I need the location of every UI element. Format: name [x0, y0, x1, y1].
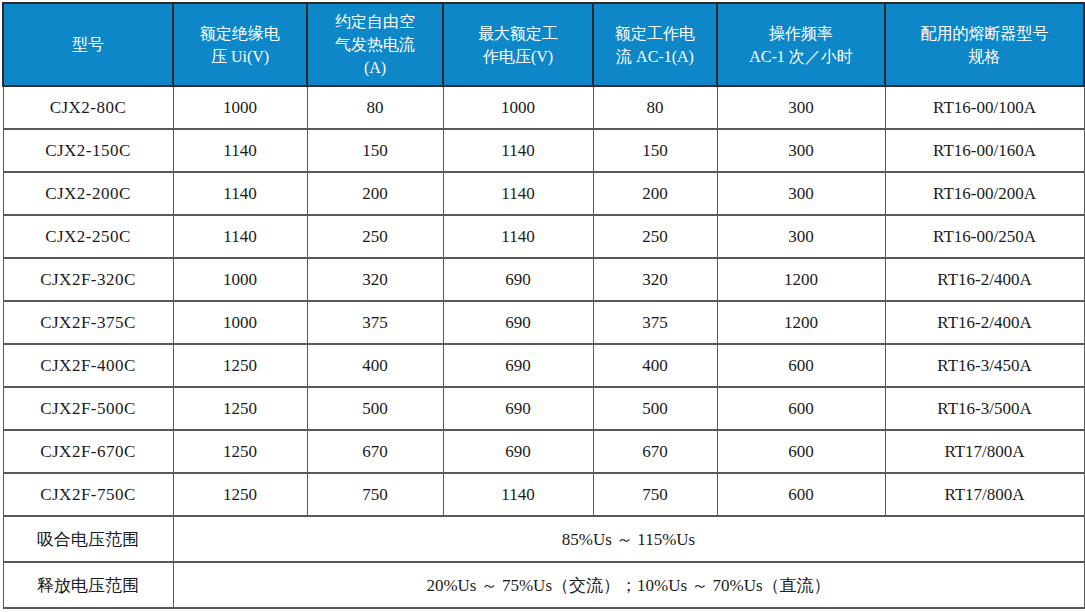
value-cell: 1140: [443, 473, 593, 516]
value-cell: RT17/800A: [885, 473, 1084, 516]
model-cell: CJX2F-375C: [3, 301, 173, 344]
value-cell: RT16-2/400A: [885, 301, 1084, 344]
value-cell: 600: [717, 344, 885, 387]
footer-row-release-voltage: 释放电压范围 20%Us ～ 75%Us（交流）；10%Us ～ 70%Us（直…: [3, 562, 1084, 608]
value-cell: RT16-00/200A: [885, 172, 1084, 215]
header-cell-thermal-current: 约定自由空 气发热电流 (A): [307, 3, 443, 86]
value-cell: 200: [307, 172, 443, 215]
model-cell: CJX2-80C: [3, 86, 173, 129]
value-cell: 690: [443, 430, 593, 473]
table-body: CJX2-80C 1000 80 1000 80 300 RT16-00/100…: [3, 86, 1084, 516]
value-cell: RT16-3/450A: [885, 344, 1084, 387]
model-cell: CJX2F-670C: [3, 430, 173, 473]
model-cell: CJX2F-500C: [3, 387, 173, 430]
value-cell: 80: [593, 86, 717, 129]
value-cell: 500: [593, 387, 717, 430]
value-cell: 500: [307, 387, 443, 430]
value-cell: 400: [593, 344, 717, 387]
footer-value-pickup-voltage: 85%Us ～ 115%Us: [173, 516, 1084, 562]
value-cell: 750: [307, 473, 443, 516]
value-cell: RT16-3/500A: [885, 387, 1084, 430]
table-row: CJX2-80C 1000 80 1000 80 300 RT16-00/100…: [3, 86, 1084, 129]
value-cell: 1200: [717, 258, 885, 301]
value-cell: 690: [443, 387, 593, 430]
table-row: CJX2-250C 1140 250 1140 250 300 RT16-00/…: [3, 215, 1084, 258]
spec-table: 型号 额定绝缘电 压 Ui(V) 约定自由空 气发热电流 (A) 最大额定工 作…: [2, 2, 1085, 609]
value-cell: RT16-00/250A: [885, 215, 1084, 258]
value-cell: 1140: [173, 215, 307, 258]
table-row: CJX2F-400C 1250 400 690 400 600 RT16-3/4…: [3, 344, 1084, 387]
model-cell: CJX2F-320C: [3, 258, 173, 301]
table-row: CJX2F-750C 1250 750 1140 750 600 RT17/80…: [3, 473, 1084, 516]
value-cell: 250: [307, 215, 443, 258]
value-cell: 1140: [443, 215, 593, 258]
value-cell: 1250: [173, 430, 307, 473]
value-cell: 690: [443, 258, 593, 301]
value-cell: 670: [593, 430, 717, 473]
value-cell: 400: [307, 344, 443, 387]
table-row: CJX2F-670C 1250 670 690 670 600 RT17/800…: [3, 430, 1084, 473]
value-cell: 320: [307, 258, 443, 301]
value-cell: 1000: [173, 86, 307, 129]
value-cell: 690: [443, 301, 593, 344]
table-row: CJX2F-500C 1250 500 690 500 600 RT16-3/5…: [3, 387, 1084, 430]
value-cell: 690: [443, 344, 593, 387]
value-cell: 300: [717, 172, 885, 215]
value-cell: 1250: [173, 344, 307, 387]
value-cell: 375: [307, 301, 443, 344]
value-cell: RT16-00/100A: [885, 86, 1084, 129]
value-cell: 1140: [173, 129, 307, 172]
value-cell: 1140: [443, 172, 593, 215]
footer-label-release-voltage: 释放电压范围: [3, 562, 173, 608]
model-cell: CJX2F-750C: [3, 473, 173, 516]
value-cell: 300: [717, 86, 885, 129]
header-cell-insulation-voltage: 额定绝缘电 压 Ui(V): [173, 3, 307, 86]
header-cell-model: 型号: [3, 3, 173, 86]
value-cell: 600: [717, 387, 885, 430]
value-cell: 600: [717, 430, 885, 473]
header-row: 型号 额定绝缘电 压 Ui(V) 约定自由空 气发热电流 (A) 最大额定工 作…: [3, 3, 1084, 86]
header-cell-working-current: 额定工作电 流 AC-1(A): [593, 3, 717, 86]
table-header: 型号 额定绝缘电 压 Ui(V) 约定自由空 气发热电流 (A) 最大额定工 作…: [3, 3, 1084, 86]
value-cell: 250: [593, 215, 717, 258]
value-cell: 670: [307, 430, 443, 473]
table-footer: 吸合电压范围 85%Us ～ 115%Us 释放电压范围 20%Us ～ 75%…: [3, 516, 1084, 608]
value-cell: 375: [593, 301, 717, 344]
value-cell: 1250: [173, 473, 307, 516]
value-cell: 200: [593, 172, 717, 215]
header-cell-max-voltage: 最大额定工 作电压(V): [443, 3, 593, 86]
value-cell: 600: [717, 473, 885, 516]
value-cell: 150: [307, 129, 443, 172]
value-cell: RT16-2/400A: [885, 258, 1084, 301]
footer-label-pickup-voltage: 吸合电压范围: [3, 516, 173, 562]
value-cell: RT17/800A: [885, 430, 1084, 473]
value-cell: 80: [307, 86, 443, 129]
value-cell: 1250: [173, 387, 307, 430]
value-cell: 1200: [717, 301, 885, 344]
table-row: CJX2-200C 1140 200 1140 200 300 RT16-00/…: [3, 172, 1084, 215]
model-cell: CJX2F-400C: [3, 344, 173, 387]
model-cell: CJX2-150C: [3, 129, 173, 172]
value-cell: 1140: [173, 172, 307, 215]
footer-row-pickup-voltage: 吸合电压范围 85%Us ～ 115%Us: [3, 516, 1084, 562]
value-cell: 150: [593, 129, 717, 172]
value-cell: 1000: [173, 301, 307, 344]
value-cell: 320: [593, 258, 717, 301]
value-cell: 300: [717, 129, 885, 172]
model-cell: CJX2-200C: [3, 172, 173, 215]
table-row: CJX2-150C 1140 150 1140 150 300 RT16-00/…: [3, 129, 1084, 172]
value-cell: 300: [717, 215, 885, 258]
header-cell-op-frequency: 操作频率 AC-1 次／小时: [717, 3, 885, 86]
footer-value-release-voltage: 20%Us ～ 75%Us（交流）；10%Us ～ 70%Us（直流）: [173, 562, 1084, 608]
value-cell: 1000: [173, 258, 307, 301]
model-cell: CJX2-250C: [3, 215, 173, 258]
value-cell: 750: [593, 473, 717, 516]
header-cell-fuse-spec: 配用的熔断器型号 规格: [885, 3, 1084, 86]
value-cell: 1000: [443, 86, 593, 129]
value-cell: RT16-00/160A: [885, 129, 1084, 172]
table-row: CJX2F-375C 1000 375 690 375 1200 RT16-2/…: [3, 301, 1084, 344]
table-row: CJX2F-320C 1000 320 690 320 1200 RT16-2/…: [3, 258, 1084, 301]
value-cell: 1140: [443, 129, 593, 172]
